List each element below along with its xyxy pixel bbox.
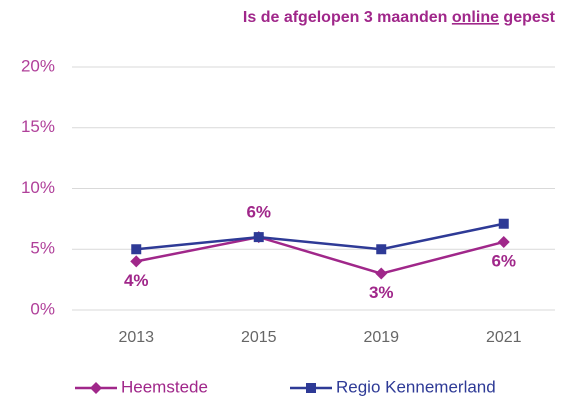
title-part: Is de afgelopen 3 maanden <box>243 9 452 26</box>
data-label: 3% <box>369 283 394 302</box>
y-tick-label: 0% <box>30 299 55 318</box>
series-line <box>136 235 505 275</box>
data-label: 4% <box>124 271 149 290</box>
marker <box>497 235 510 248</box>
marker <box>253 232 264 243</box>
x-tick-label: 2021 <box>486 329 522 346</box>
marker <box>90 382 102 394</box>
title-part: online <box>452 9 499 26</box>
y-tick-label: 10% <box>21 178 55 197</box>
y-tick-label: 5% <box>30 239 55 258</box>
y-tick-label: 15% <box>21 117 55 136</box>
data-label: 6% <box>246 203 271 222</box>
data-label: 6% <box>491 251 516 270</box>
marker <box>498 218 509 229</box>
x-tick-label: 2019 <box>363 329 399 346</box>
marker <box>130 255 143 268</box>
marker <box>306 383 316 393</box>
y-tick-label: 20% <box>21 56 55 75</box>
title-part: gepest <box>499 9 556 26</box>
marker <box>376 244 387 255</box>
x-tick-label: 2015 <box>241 329 277 346</box>
x-tick-label: 2013 <box>118 329 154 346</box>
marker <box>375 267 388 280</box>
chart-title: Is de afgelopen 3 maanden online gepest <box>243 9 556 26</box>
legend-label: Heemstede <box>121 377 208 396</box>
marker <box>131 244 142 255</box>
legend-label: Regio Kennemerland <box>336 377 496 396</box>
series-line <box>136 222 505 251</box>
